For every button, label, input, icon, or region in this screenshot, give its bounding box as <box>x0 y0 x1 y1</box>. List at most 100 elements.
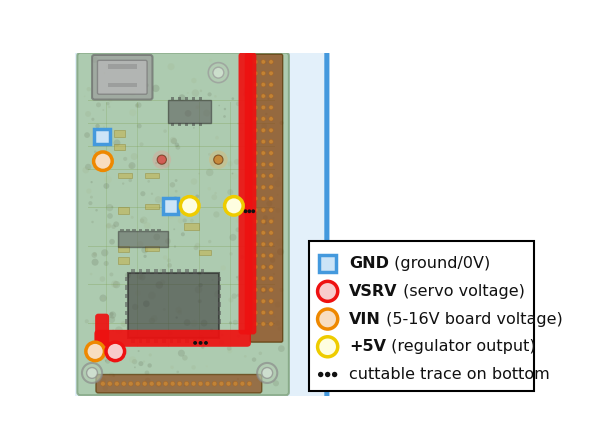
Circle shape <box>113 221 119 227</box>
Bar <box>151 229 155 231</box>
Circle shape <box>253 242 258 247</box>
Circle shape <box>233 381 238 386</box>
Circle shape <box>253 208 258 212</box>
Circle shape <box>145 371 149 375</box>
Circle shape <box>238 320 241 323</box>
FancyBboxPatch shape <box>245 53 256 335</box>
Circle shape <box>111 206 113 208</box>
Circle shape <box>137 124 142 128</box>
Bar <box>125 302 128 307</box>
Circle shape <box>91 181 93 183</box>
Circle shape <box>213 70 215 73</box>
FancyBboxPatch shape <box>96 375 262 393</box>
Bar <box>145 229 149 231</box>
Circle shape <box>261 71 265 75</box>
Circle shape <box>174 246 176 248</box>
Circle shape <box>140 218 145 223</box>
Circle shape <box>139 142 143 146</box>
FancyBboxPatch shape <box>92 55 152 100</box>
Bar <box>154 338 158 343</box>
Circle shape <box>129 89 136 96</box>
Circle shape <box>253 185 258 190</box>
Circle shape <box>163 308 166 311</box>
Circle shape <box>209 59 212 62</box>
Circle shape <box>273 273 275 275</box>
Circle shape <box>182 218 187 222</box>
Circle shape <box>256 379 259 382</box>
Bar <box>184 223 199 230</box>
Circle shape <box>85 319 89 324</box>
Bar <box>133 229 136 231</box>
Circle shape <box>111 280 119 288</box>
Circle shape <box>214 192 217 194</box>
Circle shape <box>261 162 265 166</box>
Circle shape <box>236 218 240 223</box>
FancyBboxPatch shape <box>319 255 336 272</box>
Circle shape <box>191 381 196 386</box>
Circle shape <box>225 209 230 214</box>
Circle shape <box>229 297 233 303</box>
Circle shape <box>157 155 166 164</box>
Circle shape <box>253 105 258 109</box>
Circle shape <box>325 372 331 377</box>
Circle shape <box>144 222 151 229</box>
Circle shape <box>275 208 281 213</box>
Circle shape <box>243 92 248 97</box>
Circle shape <box>98 137 104 142</box>
Circle shape <box>208 240 211 243</box>
Circle shape <box>253 322 258 326</box>
Circle shape <box>269 71 273 75</box>
Bar <box>218 319 221 324</box>
Circle shape <box>235 201 240 207</box>
Circle shape <box>178 218 183 223</box>
Circle shape <box>191 320 197 327</box>
Circle shape <box>261 174 265 178</box>
Bar <box>218 294 221 298</box>
Circle shape <box>247 381 252 386</box>
Bar <box>131 269 134 274</box>
Circle shape <box>212 381 217 386</box>
Circle shape <box>236 275 243 281</box>
Circle shape <box>275 320 281 326</box>
FancyBboxPatch shape <box>163 198 178 214</box>
Bar <box>193 269 197 274</box>
Circle shape <box>269 82 273 87</box>
Circle shape <box>253 94 258 98</box>
Circle shape <box>205 340 209 344</box>
Circle shape <box>261 219 265 223</box>
Circle shape <box>197 336 205 342</box>
Circle shape <box>261 311 265 315</box>
Circle shape <box>261 242 265 247</box>
Circle shape <box>208 92 212 97</box>
Circle shape <box>260 286 268 293</box>
Circle shape <box>259 352 262 355</box>
Circle shape <box>243 87 249 93</box>
Circle shape <box>110 312 113 316</box>
Bar <box>185 97 188 101</box>
Circle shape <box>170 365 174 369</box>
Circle shape <box>137 273 143 279</box>
Circle shape <box>232 97 234 100</box>
Bar <box>168 100 211 123</box>
Circle shape <box>269 311 273 315</box>
Circle shape <box>234 159 240 165</box>
Circle shape <box>132 304 138 310</box>
Circle shape <box>191 178 197 185</box>
FancyBboxPatch shape <box>77 53 289 395</box>
Bar <box>157 229 161 231</box>
Circle shape <box>125 272 131 278</box>
Circle shape <box>105 358 110 364</box>
Circle shape <box>88 201 92 205</box>
Text: (regulator output): (regulator output) <box>386 339 536 354</box>
Bar <box>199 97 202 101</box>
Text: (5-16V board voltage): (5-16V board voltage) <box>381 312 563 327</box>
Circle shape <box>139 361 143 366</box>
Circle shape <box>280 288 283 292</box>
Circle shape <box>269 242 273 247</box>
Circle shape <box>280 121 284 125</box>
Circle shape <box>219 381 224 386</box>
Circle shape <box>112 374 115 377</box>
Circle shape <box>175 179 178 182</box>
Circle shape <box>148 291 156 299</box>
Circle shape <box>108 316 115 323</box>
